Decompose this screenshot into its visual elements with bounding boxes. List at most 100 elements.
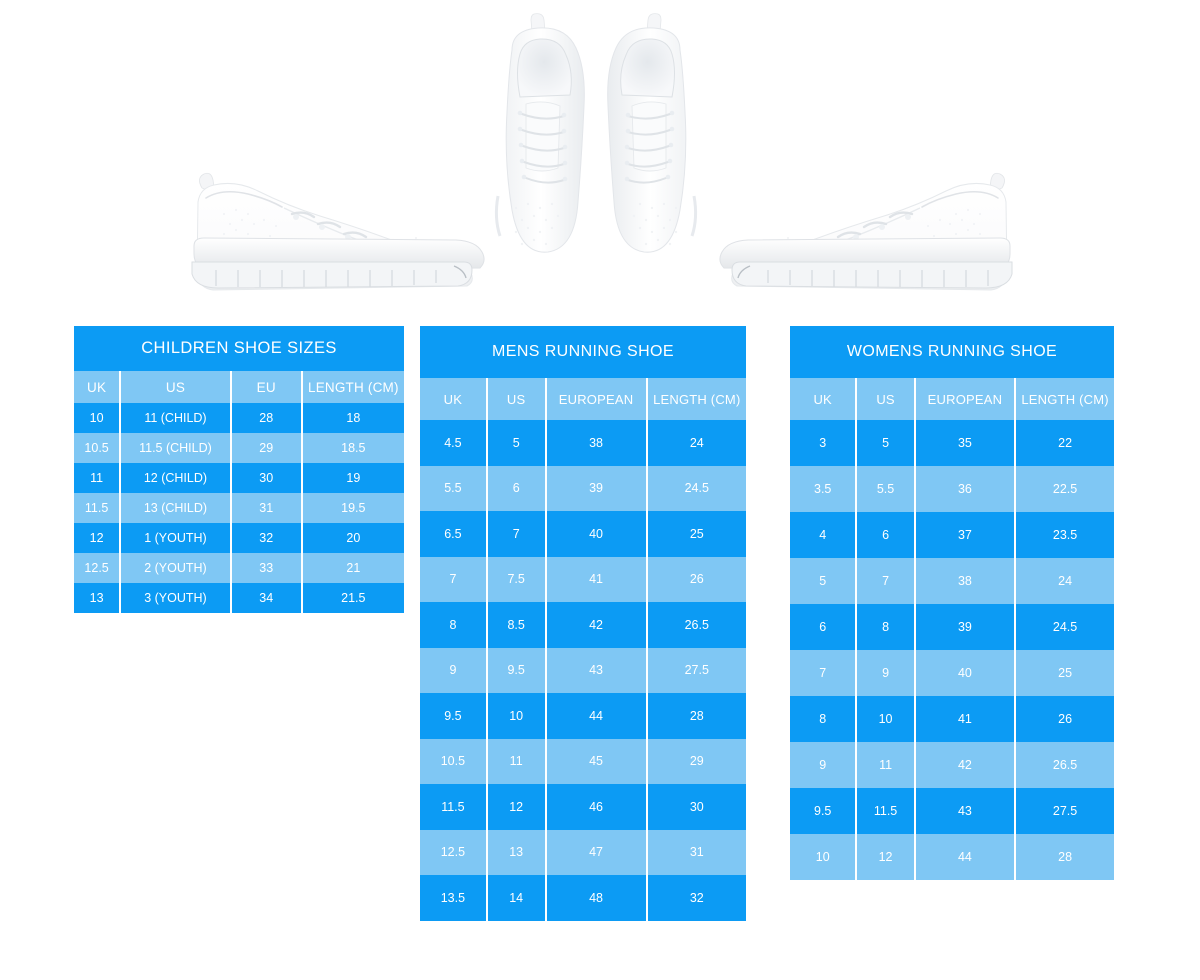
shoe-right-profile-image [712,150,1032,320]
column-header-uk: UK [420,378,487,420]
table-row: 9 11 42 26.5 [790,742,1114,788]
table-row: 10 11 (CHILD) 28 18 [74,403,404,433]
table-cell: 47 [544,829,647,875]
column-header-us: US [485,378,546,420]
womens-table-body: 3 5 35 22 3.5 5.5 36 22.5 4 6 37 23.5 5 7 38 24 6 8 39 24.5… [790,420,1114,880]
table-cell: 9 [420,647,487,693]
table-cell: 27.5 [645,647,746,693]
table-cell: 39 [544,465,647,511]
table-cell: 23.5 [1014,512,1114,558]
table-cell: 5 [790,558,857,604]
table-row: 9.5 10 44 28 [420,693,746,739]
table-cell: 12 [855,834,915,880]
table-cell: 18.5 [300,433,404,463]
table-cell: 12 [74,523,121,553]
table-cell: 32 [645,875,746,921]
womens-size-table: WOMENS RUNNING SHOE UK US EUROPEAN LENGT… [790,326,1114,880]
table-cell: 25 [645,511,746,557]
table-cell: 11.5 [74,493,121,523]
table-row: 12.5 2 (YOUTH) 33 21 [74,553,404,583]
table-cell: 24.5 [1014,604,1114,650]
children-table-title: CHILDREN SHOE SIZES [74,326,404,371]
table-cell: 8 [790,696,857,742]
table-cell: 13 [485,829,546,875]
column-header-length: LENGTH (CM) [645,378,746,420]
table-cell: 7.5 [485,556,546,602]
table-cell: 5.5 [420,465,487,511]
table-cell: 11.5 [855,788,915,834]
table-row: 11.5 13 (CHILD) 31 19.5 [74,493,404,523]
column-header-us: US [119,371,231,403]
column-header-length: LENGTH (CM) [300,371,404,403]
table-row: 5 7 38 24 [790,558,1114,604]
table-cell: 9 [855,650,915,696]
table-cell: 29 [229,433,302,463]
table-cell: 26.5 [645,602,746,648]
table-cell: 10 [485,693,546,739]
table-cell: 26 [645,556,746,602]
table-cell: 13 [74,583,121,613]
table-row: 8 8.5 42 26.5 [420,602,746,648]
table-cell: 28 [645,693,746,739]
table-cell: 10 [74,403,121,433]
table-cell: 13 (CHILD) [119,493,231,523]
table-cell: 37 [913,512,1016,558]
table-cell: 18 [300,403,404,433]
table-header-row: UK US EU LENGTH (CM) [74,371,404,403]
table-cell: 8 [420,602,487,648]
children-table-body: 10 11 (CHILD) 28 18 10.5 11.5 (CHILD) 29 18.5 11… [74,403,404,613]
table-cell: 31 [645,829,746,875]
table-cell: 22.5 [1014,466,1114,512]
table-cell: 4 [790,512,857,558]
table-cell: 11.5 (CHILD) [119,433,231,463]
table-cell: 42 [913,742,1016,788]
column-header-length: LENGTH (CM) [1014,378,1114,420]
mens-table-title: MENS RUNNING SHOE [420,326,746,378]
column-header-european: EUROPEAN [913,378,1016,420]
table-cell: 12 (CHILD) [119,463,231,493]
table-cell: 31 [229,493,302,523]
table-row: 7 7.5 41 26 [420,556,746,602]
column-header-us: US [855,378,915,420]
womens-table-title: WOMENS RUNNING SHOE [790,326,1114,378]
table-cell: 1 (YOUTH) [119,523,231,553]
table-cell: 11 [855,742,915,788]
children-size-table: CHILDREN SHOE SIZES UK US EU LENGTH (CM)… [74,326,404,613]
table-row: 13.5 14 48 32 [420,875,746,921]
table-row: 10 12 44 28 [790,834,1114,880]
table-cell: 25 [1014,650,1114,696]
table-cell: 26 [1014,696,1114,742]
table-cell: 9 [790,742,857,788]
table-cell: 27.5 [1014,788,1114,834]
table-cell: 6 [855,512,915,558]
table-row: 11 12 (CHILD) 30 19 [74,463,404,493]
table-row: 8 10 41 26 [790,696,1114,742]
table-cell: 8.5 [485,602,546,648]
table-cell: 41 [913,696,1016,742]
table-row: 7 9 40 25 [790,650,1114,696]
table-cell: 11 [74,463,121,493]
table-cell: 7 [420,556,487,602]
table-cell: 9.5 [790,788,857,834]
table-cell: 40 [913,650,1016,696]
table-cell: 33 [229,553,302,583]
table-cell: 3 [790,420,857,466]
table-cell: 42 [544,602,647,648]
table-cell: 9.5 [485,647,546,693]
table-cell: 34 [229,583,302,613]
table-cell: 28 [1014,834,1114,880]
shoe-photo-area [0,0,1200,320]
table-cell: 30 [229,463,302,493]
table-cell: 8 [855,604,915,650]
table-cell: 6.5 [420,511,487,557]
table-row: 12 1 (YOUTH) 32 20 [74,523,404,553]
table-row: 12.5 13 47 31 [420,829,746,875]
table-cell: 26.5 [1014,742,1114,788]
column-header-uk: UK [74,371,121,403]
table-cell: 29 [645,738,746,784]
table-cell: 12.5 [420,829,487,875]
table-cell: 35 [913,420,1016,466]
table-cell: 43 [913,788,1016,834]
table-cell: 14 [485,875,546,921]
